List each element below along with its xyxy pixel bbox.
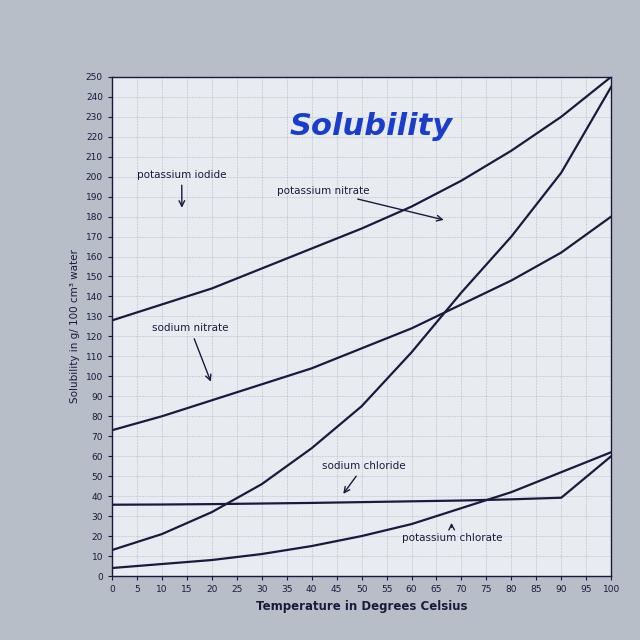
Text: potassium chlorate: potassium chlorate: [401, 524, 502, 543]
Text: potassium nitrate: potassium nitrate: [276, 186, 442, 221]
X-axis label: Temperature in Degrees Celsius: Temperature in Degrees Celsius: [256, 600, 467, 612]
Text: sodium nitrate: sodium nitrate: [152, 323, 228, 380]
Y-axis label: Solubility in g/ 100 cm³ water: Solubility in g/ 100 cm³ water: [70, 250, 80, 403]
Text: potassium iodide: potassium iodide: [137, 170, 227, 206]
Text: sodium chloride: sodium chloride: [322, 461, 405, 493]
Text: Solubility: Solubility: [290, 112, 453, 141]
